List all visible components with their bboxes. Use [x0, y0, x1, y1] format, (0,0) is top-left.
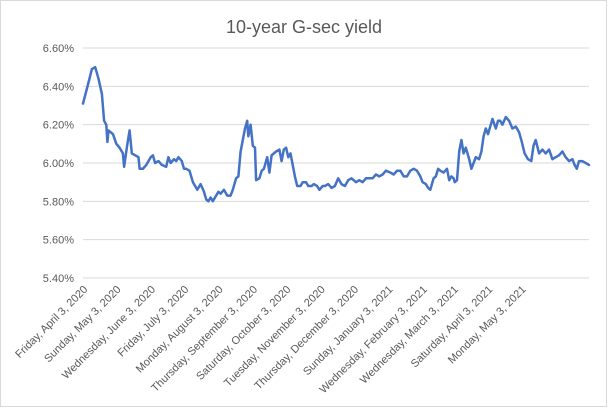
y-tick-label: 5.60% — [43, 235, 74, 247]
chart-title: 10-year G-sec yield — [226, 17, 382, 37]
y-tick-label: 6.20% — [43, 120, 74, 132]
y-tick-label: 6.40% — [43, 81, 74, 93]
y-axis: 5.40% 5.60% 5.80% 6.00% 6.20% 6.40% 6.60% — [43, 43, 74, 285]
y-tick-label: 6.60% — [43, 43, 74, 55]
series-line — [81, 65, 591, 203]
data-points — [82, 67, 590, 202]
y-tick-label: 6.00% — [43, 158, 74, 170]
y-tick-label: 5.80% — [43, 196, 74, 208]
y-tick-label: 5.40% — [43, 273, 74, 285]
